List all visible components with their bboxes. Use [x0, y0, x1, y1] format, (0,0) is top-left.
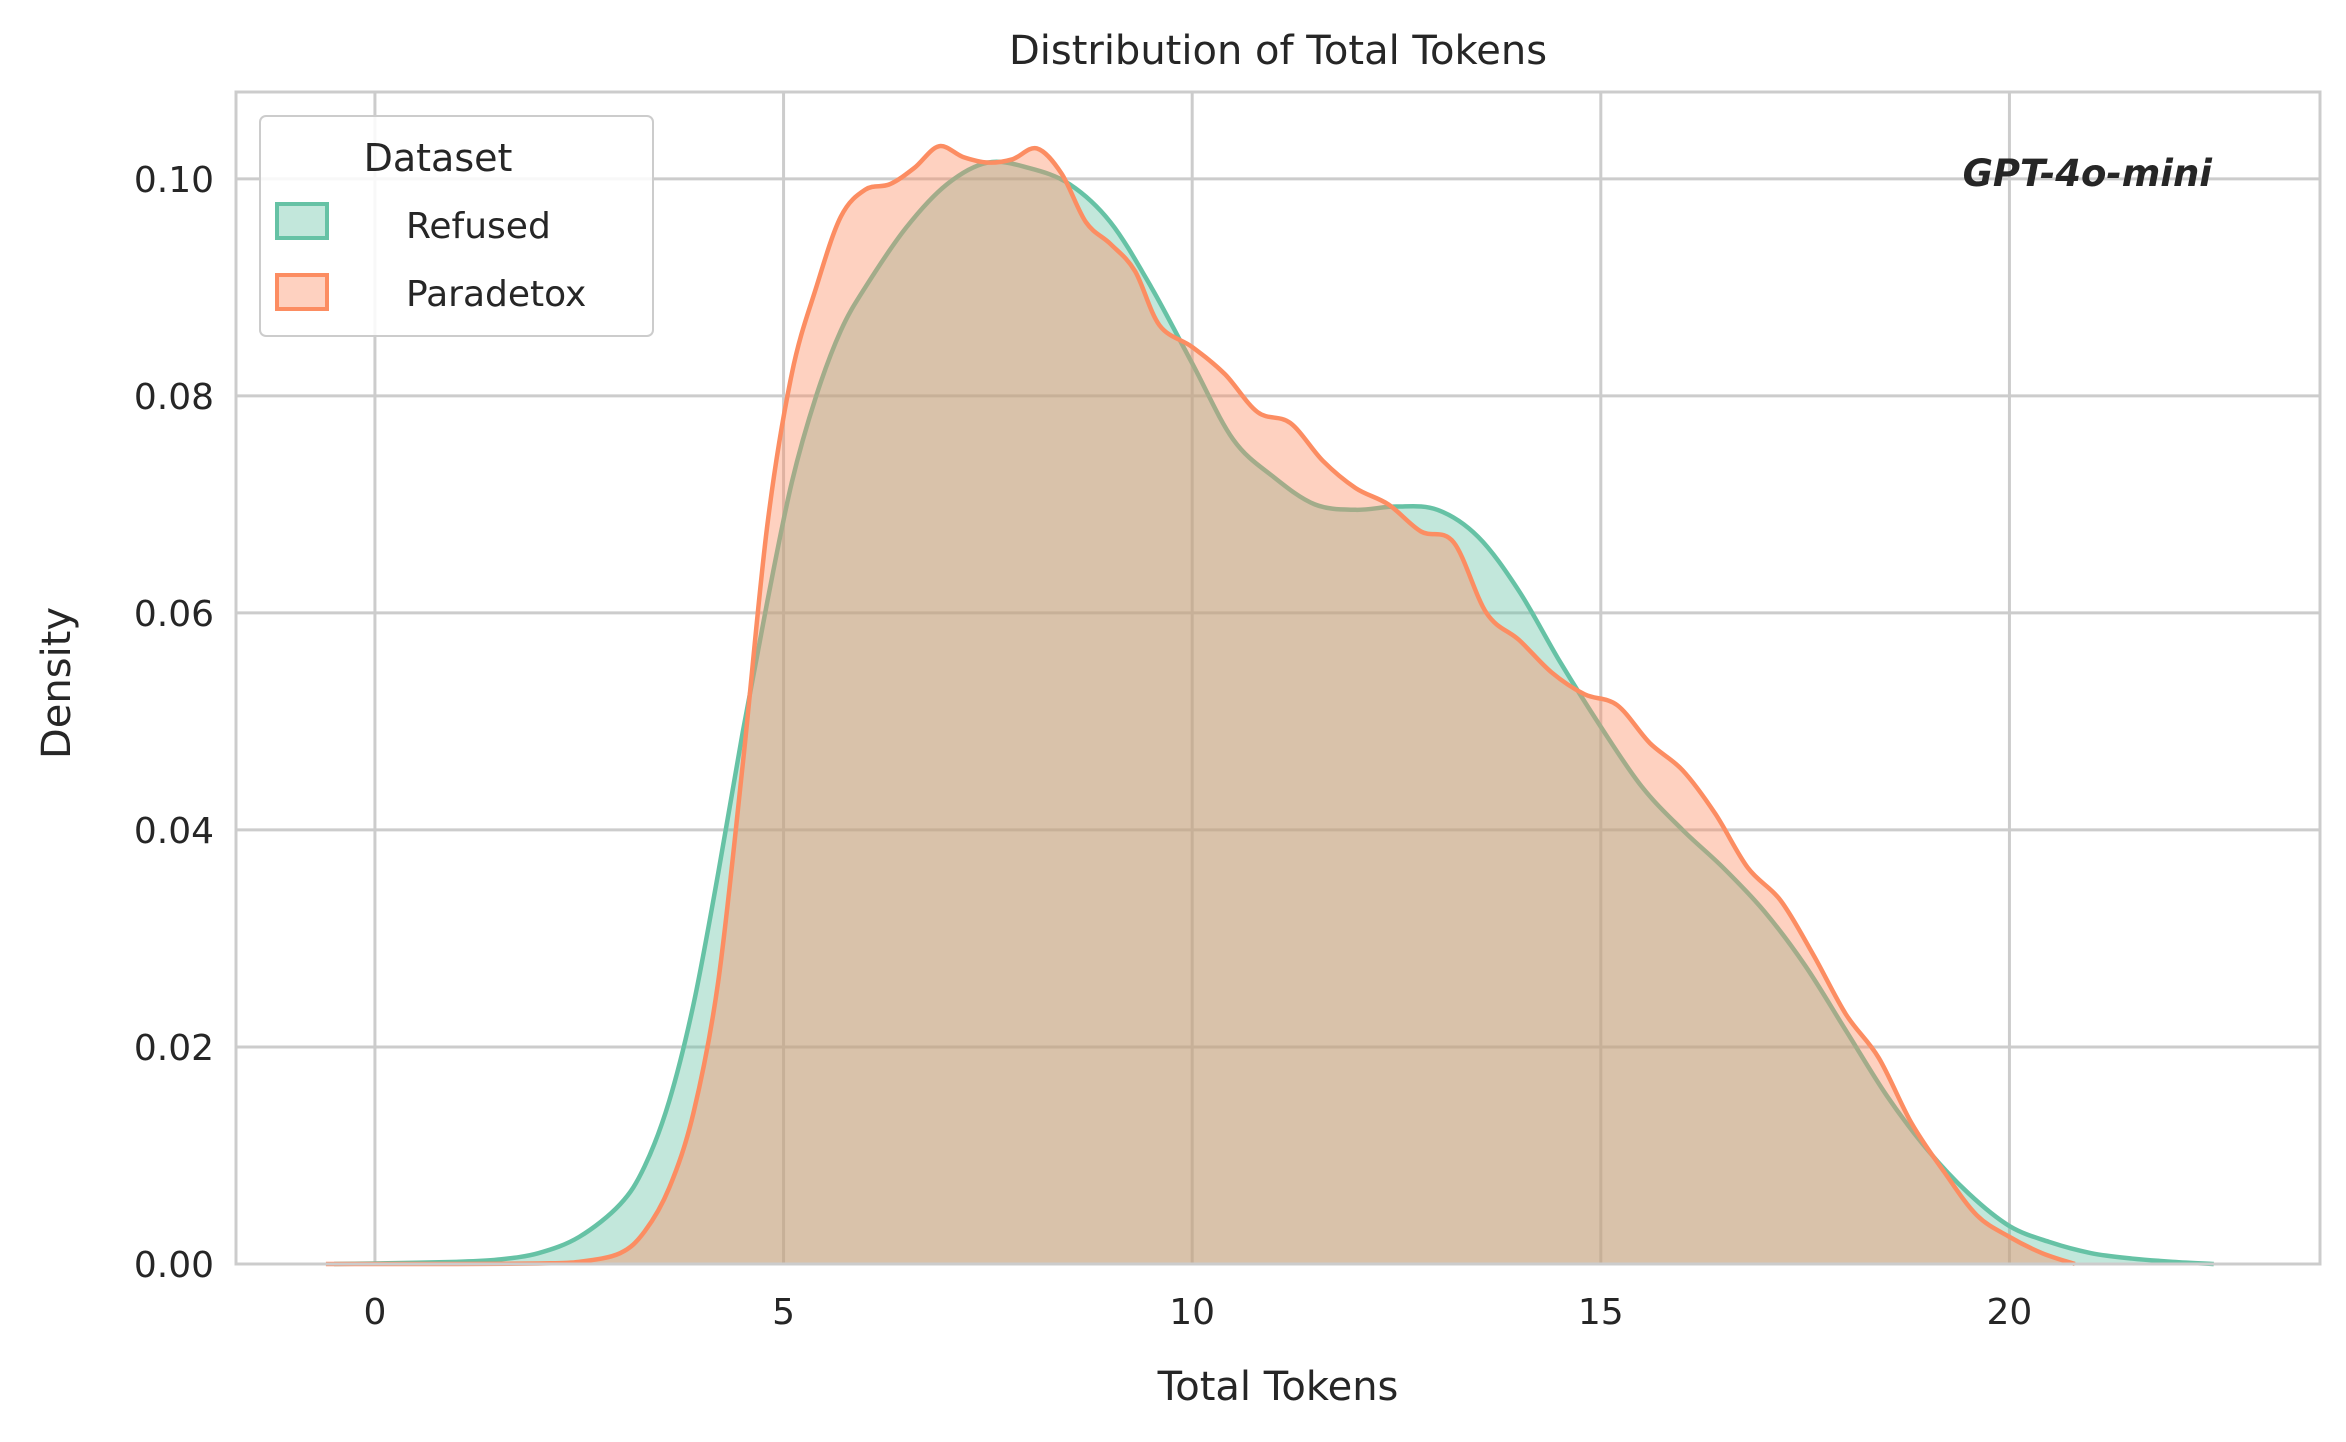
legend-title: Dataset: [364, 136, 513, 180]
x-tick-label: 20: [1987, 1292, 2033, 1333]
y-tick-label: 0.08: [134, 377, 214, 418]
x-tick-label: 0: [363, 1292, 386, 1333]
x-tick-label: 15: [1578, 1292, 1624, 1333]
legend-swatch-paradetox: [275, 273, 329, 311]
density-line-paradetox: [325, 143, 2076, 1267]
legend-box: [259, 115, 654, 337]
x-tick-label: 10: [1169, 1292, 1215, 1333]
y-tick-label: 0.00: [134, 1245, 214, 1286]
y-axis-title: Density: [34, 607, 80, 759]
density-area-paradetox: [325, 146, 2075, 1264]
series-layer: [325, 143, 2214, 1267]
legend-swatch-refused: [275, 202, 329, 240]
legend-label-refused: Refused: [406, 206, 551, 247]
legend: Dataset Refused Paradetox: [259, 115, 654, 337]
y-tick-label: 0.04: [134, 811, 214, 852]
legend-label-paradetox: Paradetox: [406, 274, 586, 315]
x-tick-labels: 0 5 10 15 20: [363, 1292, 2032, 1333]
model-annotation: GPT-4o-mini: [1963, 152, 2214, 195]
y-tick-label: 0.10: [134, 160, 214, 201]
chart-title: Distribution of Total Tokens: [1009, 28, 1547, 74]
y-tick-label: 0.02: [134, 1028, 214, 1069]
x-tick-label: 5: [772, 1292, 795, 1333]
grid: [236, 92, 2320, 1266]
x-axis-title: Total Tokens: [1157, 1364, 1399, 1410]
y-tick-label: 0.06: [134, 594, 214, 635]
plot-frame: [234, 90, 2322, 1266]
y-tick-labels: 0.00 0.02 0.04 0.06 0.08 0.10: [134, 160, 214, 1286]
